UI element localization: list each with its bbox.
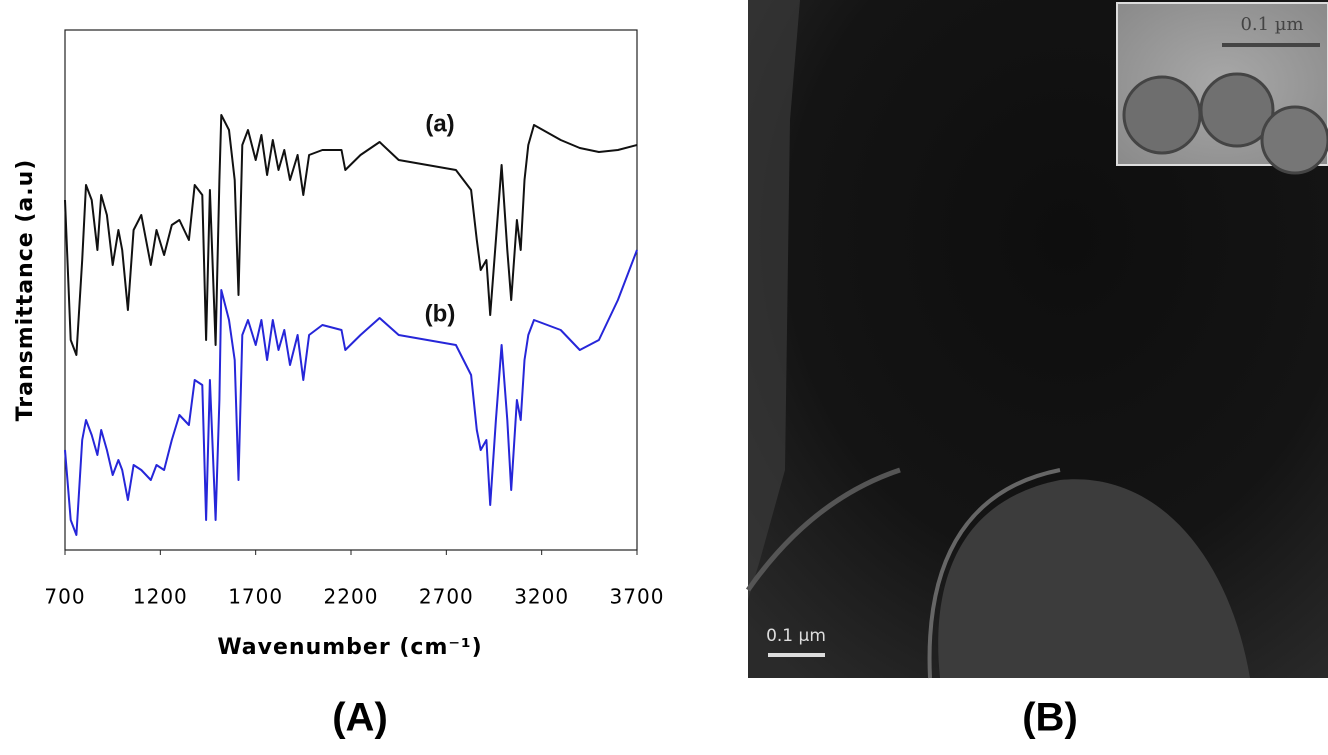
x-tick-label: 3200 xyxy=(514,585,569,609)
nanoparticle xyxy=(1122,75,1202,155)
plot-frame xyxy=(64,29,638,551)
scale-label: 0.1 µm xyxy=(766,626,826,646)
inset-scale-label: 0.1 µm xyxy=(1240,14,1303,35)
series-label: (a) xyxy=(425,110,454,137)
carbon-edge xyxy=(927,468,1061,679)
tem-image: 0.1 µm 0.1 µm xyxy=(745,0,1328,679)
spectrum-line xyxy=(64,114,638,356)
grid-edge xyxy=(748,0,800,600)
x-tick-label: 3700 xyxy=(610,585,665,609)
spectrum-line xyxy=(64,249,638,536)
lacey-carbon-hole xyxy=(938,479,1250,678)
nanoparticle xyxy=(1199,72,1275,148)
panel-label: (A) xyxy=(332,696,388,740)
panel-label: (B) xyxy=(1022,696,1078,740)
y-axis-label: Transmittance (a.u) xyxy=(13,159,38,422)
x-tick-label: 700 xyxy=(44,585,85,609)
x-tick-label: 2200 xyxy=(324,585,379,609)
x-axis-label: Wavenumber (cm⁻¹) xyxy=(217,635,482,660)
x-tick-label: 1700 xyxy=(228,585,283,609)
carbon-edge xyxy=(745,467,901,592)
series-label: (b) xyxy=(425,300,456,327)
x-tick-label: 2700 xyxy=(419,585,474,609)
nanoparticle xyxy=(1260,105,1328,175)
x-tick-label: 1200 xyxy=(133,585,188,609)
